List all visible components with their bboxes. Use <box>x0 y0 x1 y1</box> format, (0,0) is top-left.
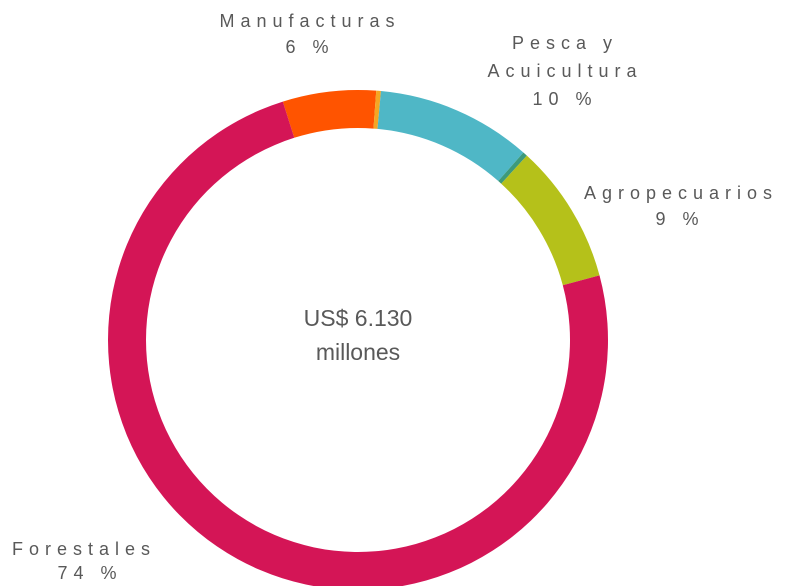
label-forestales-name: Forestales <box>12 539 157 559</box>
donut-slices <box>108 90 608 586</box>
donut-slice-otros-2 <box>498 152 527 184</box>
label-manufacturas-pct: 6 % <box>285 37 335 57</box>
label-manufacturas-name: Manufacturas <box>219 11 401 31</box>
center-total-unit: millones <box>315 339 401 365</box>
donut-slice-pesca-y-acuicultura <box>377 91 524 182</box>
label-pesca-line1: Pesca y <box>511 33 619 53</box>
donut-slice-manufacturas <box>282 90 377 138</box>
center-total-value: US$ 6.130 <box>303 305 413 331</box>
donut-slice-otros <box>373 90 381 129</box>
label-pesca-pct: 10 % <box>532 89 598 109</box>
label-agro-pct: 9 % <box>655 209 705 229</box>
label-forestales-pct: 74 % <box>57 563 123 583</box>
donut-slice-agropecuarios <box>501 155 600 286</box>
label-pesca-line2: Acuicultura <box>487 61 643 81</box>
label-agro-name: Agropecuarios <box>583 183 779 203</box>
